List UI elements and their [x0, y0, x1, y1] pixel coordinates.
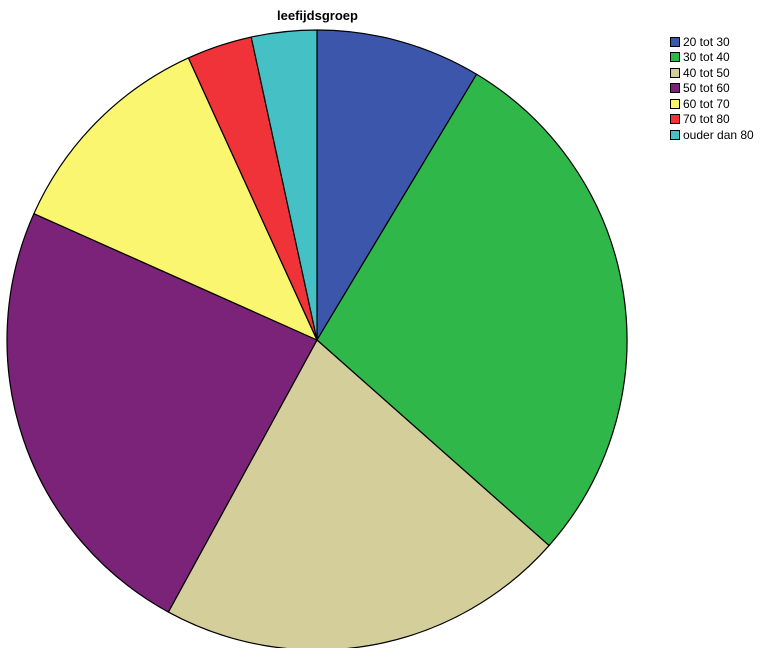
legend-item: 50 tot 60	[670, 81, 754, 97]
legend-item: 30 tot 40	[670, 50, 754, 66]
legend-item: 60 tot 70	[670, 96, 754, 112]
pie-slice-ouder-dan-80	[250, 29, 318, 341]
legend-swatch	[670, 52, 680, 63]
legend-label: ouder dan 80	[683, 127, 754, 142]
legend-swatch	[670, 114, 680, 125]
legend-item: ouder dan 80	[670, 127, 754, 143]
pie-slice-50-tot-60	[6, 213, 318, 613]
legend-item: 40 tot 50	[670, 65, 754, 81]
legend-swatch	[670, 36, 680, 47]
legend-label: 60 tot 70	[683, 96, 730, 111]
legend-swatch	[670, 83, 680, 94]
legend-swatch	[670, 129, 680, 140]
pie-slice-30-tot-40	[316, 73, 628, 547]
legend-swatch	[670, 98, 680, 109]
legend-item: 70 tot 80	[670, 112, 754, 128]
pie-slice-20-tot-30	[316, 29, 478, 341]
legend-label: 70 tot 80	[683, 112, 730, 127]
chart-title: leefijdsgroep	[277, 8, 358, 23]
legend-label: 40 tot 50	[683, 65, 730, 80]
legend-swatch	[670, 67, 680, 78]
pie-slice-60-tot-70	[33, 57, 318, 341]
legend: 20 tot 30 30 tot 40 40 tot 50 50 tot 60 60 t…	[670, 34, 754, 143]
pie-slice-40-tot-50	[167, 339, 550, 648]
legend-label: 50 tot 60	[683, 81, 730, 96]
legend-label: 20 tot 30	[683, 34, 730, 49]
legend-label: 30 tot 40	[683, 50, 730, 65]
legend-item: 20 tot 30	[670, 34, 754, 50]
